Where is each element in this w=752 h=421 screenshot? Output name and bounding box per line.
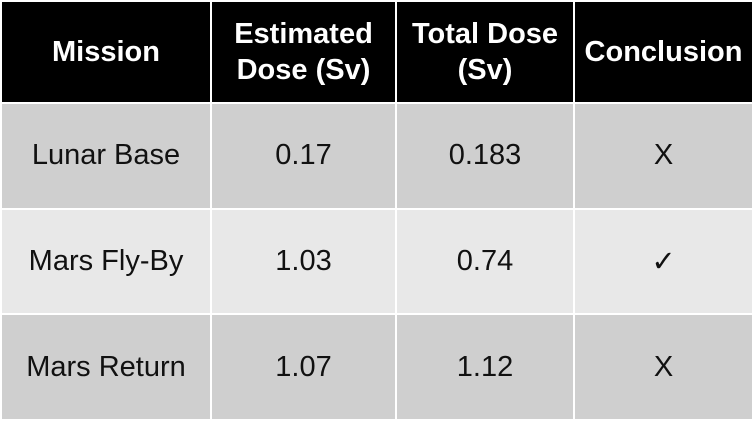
- table-body: Lunar Base 0.17 0.183 X Mars Fly-By 1.03 0.74 ✓…: [0, 102, 752, 421]
- table-cell: 0.183: [395, 102, 575, 210]
- header-row: Mission Estimated Dose (Sv) Total Dose (Sv…: [0, 0, 752, 104]
- table-cell: Lunar Base: [0, 102, 212, 210]
- table-row: Lunar Base 0.17 0.183 X: [0, 102, 752, 210]
- table-cell: 1.07: [210, 313, 397, 421]
- header-cell: Total Dose (Sv): [395, 0, 575, 104]
- header-cell: Conclusion: [573, 0, 752, 104]
- table-row: Mars Return 1.07 1.12 X: [0, 313, 752, 421]
- table-cell: 0.17: [210, 102, 397, 210]
- table-cell: Mars Return: [0, 313, 212, 421]
- header-cell: Mission: [0, 0, 212, 104]
- table-cell: X: [573, 313, 752, 421]
- table-cell: 1.12: [395, 313, 575, 421]
- table-cell: Mars Fly-By: [0, 207, 212, 316]
- table-cell: ✓: [573, 207, 752, 316]
- table-cell: 0.74: [395, 207, 575, 316]
- table-row: Mars Fly-By 1.03 0.74 ✓: [0, 207, 752, 316]
- table-cell: 1.03: [210, 207, 397, 316]
- table-cell: X: [573, 102, 752, 210]
- header-cell: Estimated Dose (Sv): [210, 0, 397, 104]
